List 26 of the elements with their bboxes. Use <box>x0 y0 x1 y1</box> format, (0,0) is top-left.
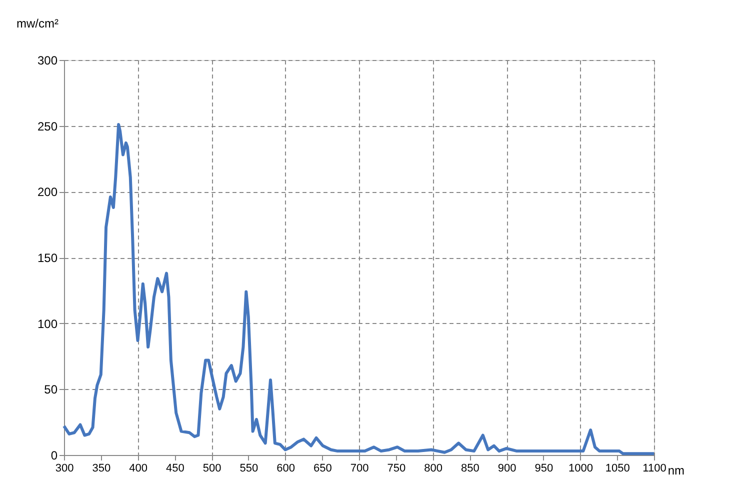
x-tick-label: 750 <box>387 462 406 474</box>
x-tick-label: 500 <box>202 462 222 474</box>
x-tick-label: 650 <box>313 462 332 474</box>
y-tick-label: 150 <box>37 251 58 265</box>
x-tick-label: 850 <box>460 462 480 474</box>
x-tick-label: 800 <box>424 462 442 474</box>
x-tick-label: 700 <box>350 462 369 474</box>
x-tick-label: 1000 <box>568 462 593 474</box>
x-tick-label: 400 <box>129 462 148 474</box>
y-tick-label: 100 <box>37 316 58 331</box>
y-axis-title: mw/cm² <box>16 16 58 30</box>
x-tick-label: 450 <box>166 462 184 474</box>
x-tick-label: 550 <box>240 462 258 474</box>
x-axis-title: nm <box>668 464 684 478</box>
y-tick-label: 250 <box>37 119 58 134</box>
y-tick-label: 200 <box>37 185 58 200</box>
x-tick-label: 350 <box>92 462 111 474</box>
x-tick-label: 1050 <box>605 462 630 474</box>
y-tick-label: 50 <box>44 382 58 397</box>
y-tick-label: 300 <box>37 54 58 68</box>
x-tick-label: 600 <box>276 462 295 474</box>
x-tick-label: 1100 <box>642 462 666 474</box>
x-tick-label: 900 <box>498 462 516 474</box>
x-tick-label: 950 <box>534 462 554 474</box>
y-tick-label: 0 <box>50 448 58 462</box>
x-tick-label: 300 <box>55 462 74 474</box>
